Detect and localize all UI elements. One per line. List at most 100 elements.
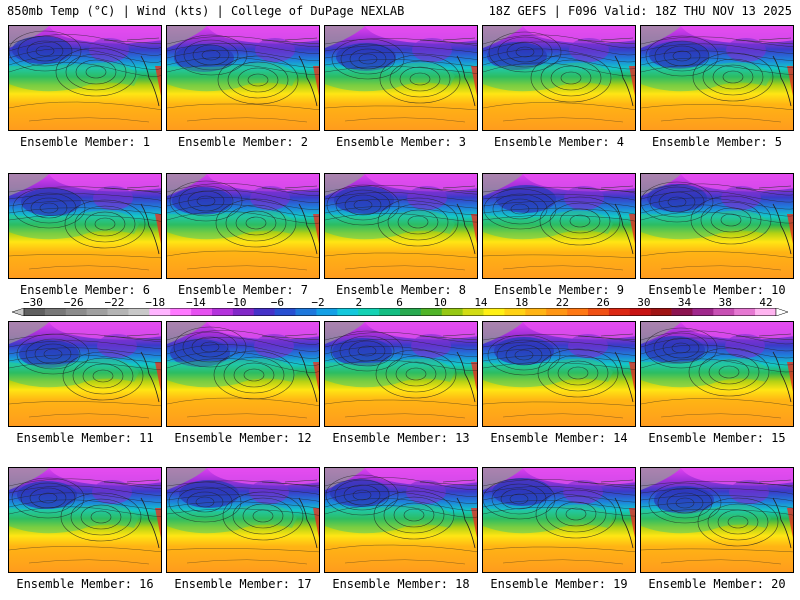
colorbar-swatch (65, 308, 87, 316)
colorbar-swatch (755, 308, 777, 316)
colorbar-swatch (588, 308, 610, 316)
colorbar-swatch (483, 308, 505, 316)
colorbar-swatch (608, 308, 631, 316)
colorbar-tick-label: −14 (185, 296, 206, 309)
colorbar-swatch (420, 308, 443, 316)
colorbar-swatch (316, 308, 338, 316)
colorbar-swatch (337, 308, 359, 316)
colorbar-swatch (44, 308, 67, 316)
ensemble-member-label: Ensemble Member: 12 (174, 431, 312, 445)
ensemble-member-map (482, 25, 636, 131)
colorbar-swatch (462, 308, 484, 316)
ensemble-member-map (166, 25, 320, 131)
ensemble-member-map (8, 173, 162, 279)
colorbar-tick-label: −10 (226, 296, 247, 309)
ensemble-member-label: Ensemble Member: 13 (332, 431, 470, 445)
ensemble-member-label: Ensemble Member: 17 (174, 577, 312, 591)
ensemble-member-label: Ensemble Member: 1 (19, 135, 151, 149)
colorbar-swatch (713, 308, 735, 316)
ensemble-member-label: Ensemble Member: 2 (177, 135, 309, 149)
ensemble-member-label: Ensemble Member: 20 (648, 577, 786, 591)
colorbar-swatch (567, 308, 589, 316)
colorbar-tick-label: 30 (637, 296, 651, 309)
colorbar-swatch (128, 308, 150, 316)
ensemble-member-label: Ensemble Member: 11 (16, 431, 154, 445)
ensemble-member-map (640, 321, 794, 427)
colorbar-tick-label: 14 (474, 296, 488, 309)
ensemble-member-map (640, 173, 794, 279)
ensemble-member-label: Ensemble Member: 9 (493, 283, 625, 297)
colorbar-swatch (358, 308, 380, 316)
colorbar-swatch (692, 308, 714, 316)
colorbar-tick-label: 34 (677, 296, 692, 309)
ensemble-member-map (482, 173, 636, 279)
ensemble-member-map (482, 467, 636, 573)
colorbar-swatch (274, 308, 296, 316)
colorbar-tick-label: 18 (515, 296, 529, 309)
colorbar-tick-label: 10 (433, 296, 447, 309)
colorbar-tick-label: −22 (104, 296, 125, 309)
ensemble-member-label: Ensemble Member: 5 (651, 135, 783, 149)
colorbar-swatch (525, 308, 547, 316)
ensemble-member-label: Ensemble Member: 7 (177, 283, 309, 297)
ensemble-member-map (8, 321, 162, 427)
colorbar-swatch (253, 308, 275, 316)
colorbar-swatch (441, 308, 463, 316)
ensemble-member-map (166, 173, 320, 279)
colorbar-tick-label: 26 (596, 296, 610, 309)
colorbar-swatch (650, 308, 672, 316)
colorbar-tick-label: 6 (396, 296, 403, 309)
colorbar-swatch (212, 308, 234, 316)
ensemble-member-label: Ensemble Member: 18 (332, 577, 470, 591)
colorbar-swatch (232, 308, 255, 316)
ensemble-member-map (166, 467, 320, 573)
colorbar-tick-label: 2 (355, 296, 363, 309)
colorbar-min-arrow (12, 308, 25, 316)
ensemble-member-map (324, 467, 478, 573)
colorbar-swatch (295, 308, 317, 316)
colorbar-tick-label: −2 (311, 296, 325, 309)
colorbar-tick-label: −30 (23, 296, 43, 309)
colorbar-tick-label: −18 (145, 296, 166, 309)
colorbar-swatch (86, 308, 108, 316)
ensemble-member-label: Ensemble Member: 14 (490, 431, 628, 445)
ensemble-member-map (640, 467, 794, 573)
colorbar-swatch (629, 308, 651, 316)
colorbar-tick-label: −6 (270, 296, 284, 309)
colorbar-swatch (170, 308, 192, 316)
ensemble-member-map (324, 25, 478, 131)
colorbar-tick-label: 38 (718, 296, 732, 309)
ensemble-member-label: Ensemble Member: 3 (335, 135, 467, 149)
colorbar-swatch (734, 308, 756, 316)
colorbar-swatch (149, 308, 171, 316)
colorbar-tick-label: 22 (555, 296, 569, 309)
colorbar-swatch (191, 308, 213, 316)
ensemble-member-map (324, 321, 478, 427)
ensemble-member-label: Ensemble Member: 10 (648, 283, 786, 297)
ensemble-member-label: Ensemble Member: 16 (16, 577, 154, 591)
ensemble-member-map (324, 173, 478, 279)
colorbar-swatch (24, 308, 46, 316)
ensemble-member-map (8, 25, 162, 131)
ensemble-member-map (166, 321, 320, 427)
map-title: 850mb Temp (°C) | Wind (kts) | College o… (7, 4, 405, 18)
ensemble-member-map (482, 321, 636, 427)
ensemble-member-label: Ensemble Member: 19 (490, 577, 628, 591)
ensemble-member-map (640, 25, 794, 131)
colorbar-swatch (379, 308, 401, 316)
ensemble-member-map (8, 467, 162, 573)
ensemble-member-label: Ensemble Member: 15 (648, 431, 786, 445)
colorbar-tick-label: 42 (759, 296, 773, 309)
model-valid-time: 18Z GEFS | F096 Valid: 18Z THU NOV 13 20… (488, 4, 792, 18)
colorbar-tick-label: −26 (63, 296, 84, 309)
ensemble-member-label: Ensemble Member: 8 (335, 283, 467, 297)
temperature-colorbar (12, 308, 788, 316)
ensemble-member-label: Ensemble Member: 6 (19, 283, 151, 297)
colorbar-swatch (400, 308, 422, 316)
colorbar-swatch (546, 308, 568, 316)
colorbar-max-arrow (775, 308, 788, 316)
colorbar-swatch (107, 308, 129, 316)
ensemble-member-label: Ensemble Member: 4 (493, 135, 625, 149)
colorbar-swatch (504, 308, 526, 316)
colorbar-swatch (671, 308, 693, 316)
